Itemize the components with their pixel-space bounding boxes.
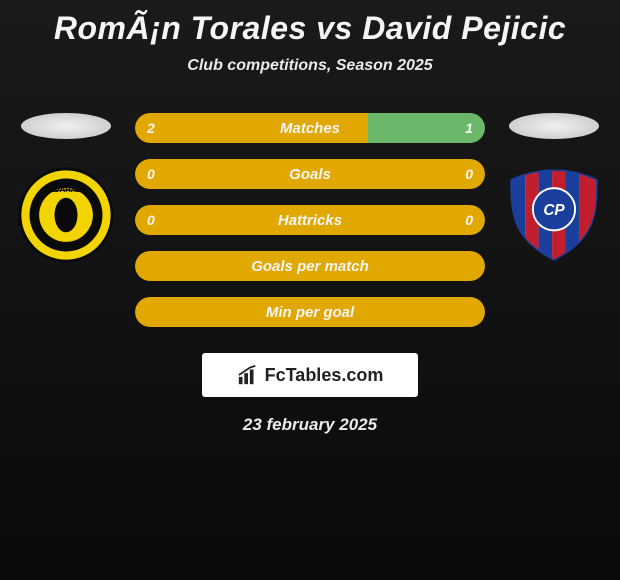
stat-row: Goals 0 0 bbox=[135, 159, 485, 189]
stat-value-right: 0 bbox=[465, 212, 473, 228]
player-photo-left bbox=[21, 113, 111, 139]
stat-label: Hattricks bbox=[278, 212, 342, 229]
comparison-row: GUARANI Matches21Goals00Hattricks00Goals… bbox=[0, 113, 620, 327]
stat-value-right: 1 bbox=[465, 120, 473, 136]
stat-row: Hattricks 0 0 bbox=[135, 205, 485, 235]
footer-date: 23 february 2025 bbox=[0, 415, 620, 435]
player-photo-right bbox=[509, 113, 599, 139]
stat-row: Goals per match bbox=[135, 251, 485, 281]
stat-label: Goals bbox=[289, 166, 331, 183]
stat-label: Min per goal bbox=[266, 304, 354, 321]
brand-text: FcTables.com bbox=[265, 365, 384, 386]
comparison-card: RomÃ¡n Torales vs David Pejicic Club com… bbox=[0, 0, 620, 435]
stats-column: Matches 2 1 Goals 0 0 Hattricks 0 0 Goals per mat… bbox=[135, 113, 485, 327]
stat-value-left: 0 bbox=[147, 212, 155, 228]
left-team-crest: GUARANI bbox=[18, 167, 114, 263]
brand-logo[interactable]: FcTables.com bbox=[202, 353, 418, 397]
stat-value-right: 0 bbox=[465, 166, 473, 182]
right-side: CP bbox=[499, 113, 609, 263]
right-team-crest: CP bbox=[506, 167, 602, 263]
stat-row: Matches 2 1 bbox=[135, 113, 485, 143]
left-side: GUARANI bbox=[11, 113, 121, 263]
bars-icon bbox=[237, 364, 259, 386]
svg-text:CP: CP bbox=[543, 202, 565, 219]
page-title: RomÃ¡n Torales vs David Pejicic bbox=[0, 10, 620, 47]
stat-row: Min per goal bbox=[135, 297, 485, 327]
stat-label: Matches bbox=[280, 120, 340, 137]
page-subtitle: Club competitions, Season 2025 bbox=[0, 57, 620, 75]
svg-text:GUARANI: GUARANI bbox=[48, 185, 84, 194]
stat-label: Goals per match bbox=[251, 258, 369, 275]
stat-value-left: 2 bbox=[147, 120, 155, 136]
stat-value-left: 0 bbox=[147, 166, 155, 182]
